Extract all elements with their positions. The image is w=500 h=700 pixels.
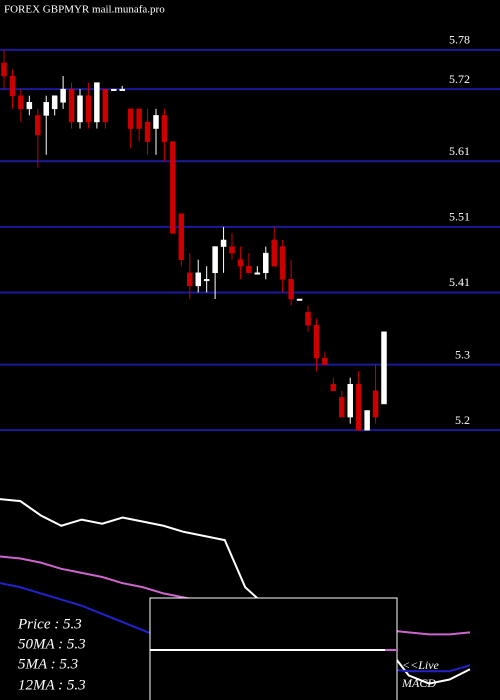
candle-body: [279, 246, 286, 280]
candle-body: [77, 95, 83, 123]
candle-body: [313, 324, 320, 359]
info-12ma: 12MA : 5.3: [18, 677, 86, 693]
candle-body: [102, 88, 109, 123]
candle-body: [85, 95, 92, 123]
candle-body: [364, 410, 370, 431]
candle-body: [144, 121, 151, 142]
candle-body: [178, 213, 185, 260]
candle-body: [381, 331, 387, 405]
candle-body: [18, 95, 24, 110]
y-tick-label: 5.41: [449, 275, 470, 289]
candle-body: [153, 115, 159, 129]
y-tick-label: 5.51: [449, 210, 470, 224]
candle-body: [330, 384, 337, 392]
candle-body: [51, 95, 58, 110]
annotation-live: <<Live: [402, 658, 440, 672]
candle-body: [355, 384, 362, 431]
y-tick-label: 5.61: [449, 144, 470, 158]
candle-body: [254, 272, 261, 275]
grid: 5.78 5.72 5.61 5.51 5.41 5.3 5.2: [0, 33, 500, 432]
candle-body: [170, 141, 176, 234]
candle-body: [347, 384, 353, 418]
candle-body: [94, 82, 100, 123]
candle-body: [263, 252, 269, 274]
candle-body: [187, 272, 193, 287]
annotation-macd: MACD: [401, 676, 436, 690]
candle-body: [43, 102, 49, 116]
candles: [1, 49, 387, 431]
candle-body: [271, 239, 277, 267]
candle-body: [111, 88, 117, 91]
candle-body: [212, 246, 218, 274]
candle-body: [237, 259, 244, 267]
candle-body: [161, 115, 168, 142]
y-tick-label: 5.3: [455, 347, 470, 361]
info-price: Price : 5.3: [17, 616, 82, 632]
info-5ma: 5MA : 5.3: [18, 656, 78, 672]
candle-body: [119, 88, 125, 91]
candle-body: [229, 246, 235, 254]
candle-body: [203, 279, 210, 282]
candle-body: [1, 62, 7, 77]
candle-body: [68, 88, 75, 123]
candle-body: [9, 75, 16, 96]
candle-body: [246, 265, 252, 274]
y-tick-label: 5.78: [449, 33, 470, 47]
candle-body: [26, 102, 33, 110]
candle-body: [305, 311, 311, 326]
info-50ma: 50MA : 5.3: [18, 636, 86, 652]
y-tick-label: 5.72: [449, 72, 470, 86]
candle-body: [127, 108, 134, 129]
y-tick-label: 5.2: [455, 413, 470, 427]
candle-body: [35, 115, 41, 136]
candle-body: [195, 272, 201, 287]
chart-title: FOREX GBPMYR mail.munafa.pro: [4, 4, 165, 16]
candle-body: [60, 88, 66, 103]
candle-body: [136, 108, 142, 129]
candle-body: [220, 239, 227, 247]
candle-body: [322, 357, 328, 365]
candle-body: [372, 390, 379, 418]
candle-body: [296, 298, 303, 301]
candle-body: [339, 397, 345, 418]
candle-body: [288, 279, 294, 300]
